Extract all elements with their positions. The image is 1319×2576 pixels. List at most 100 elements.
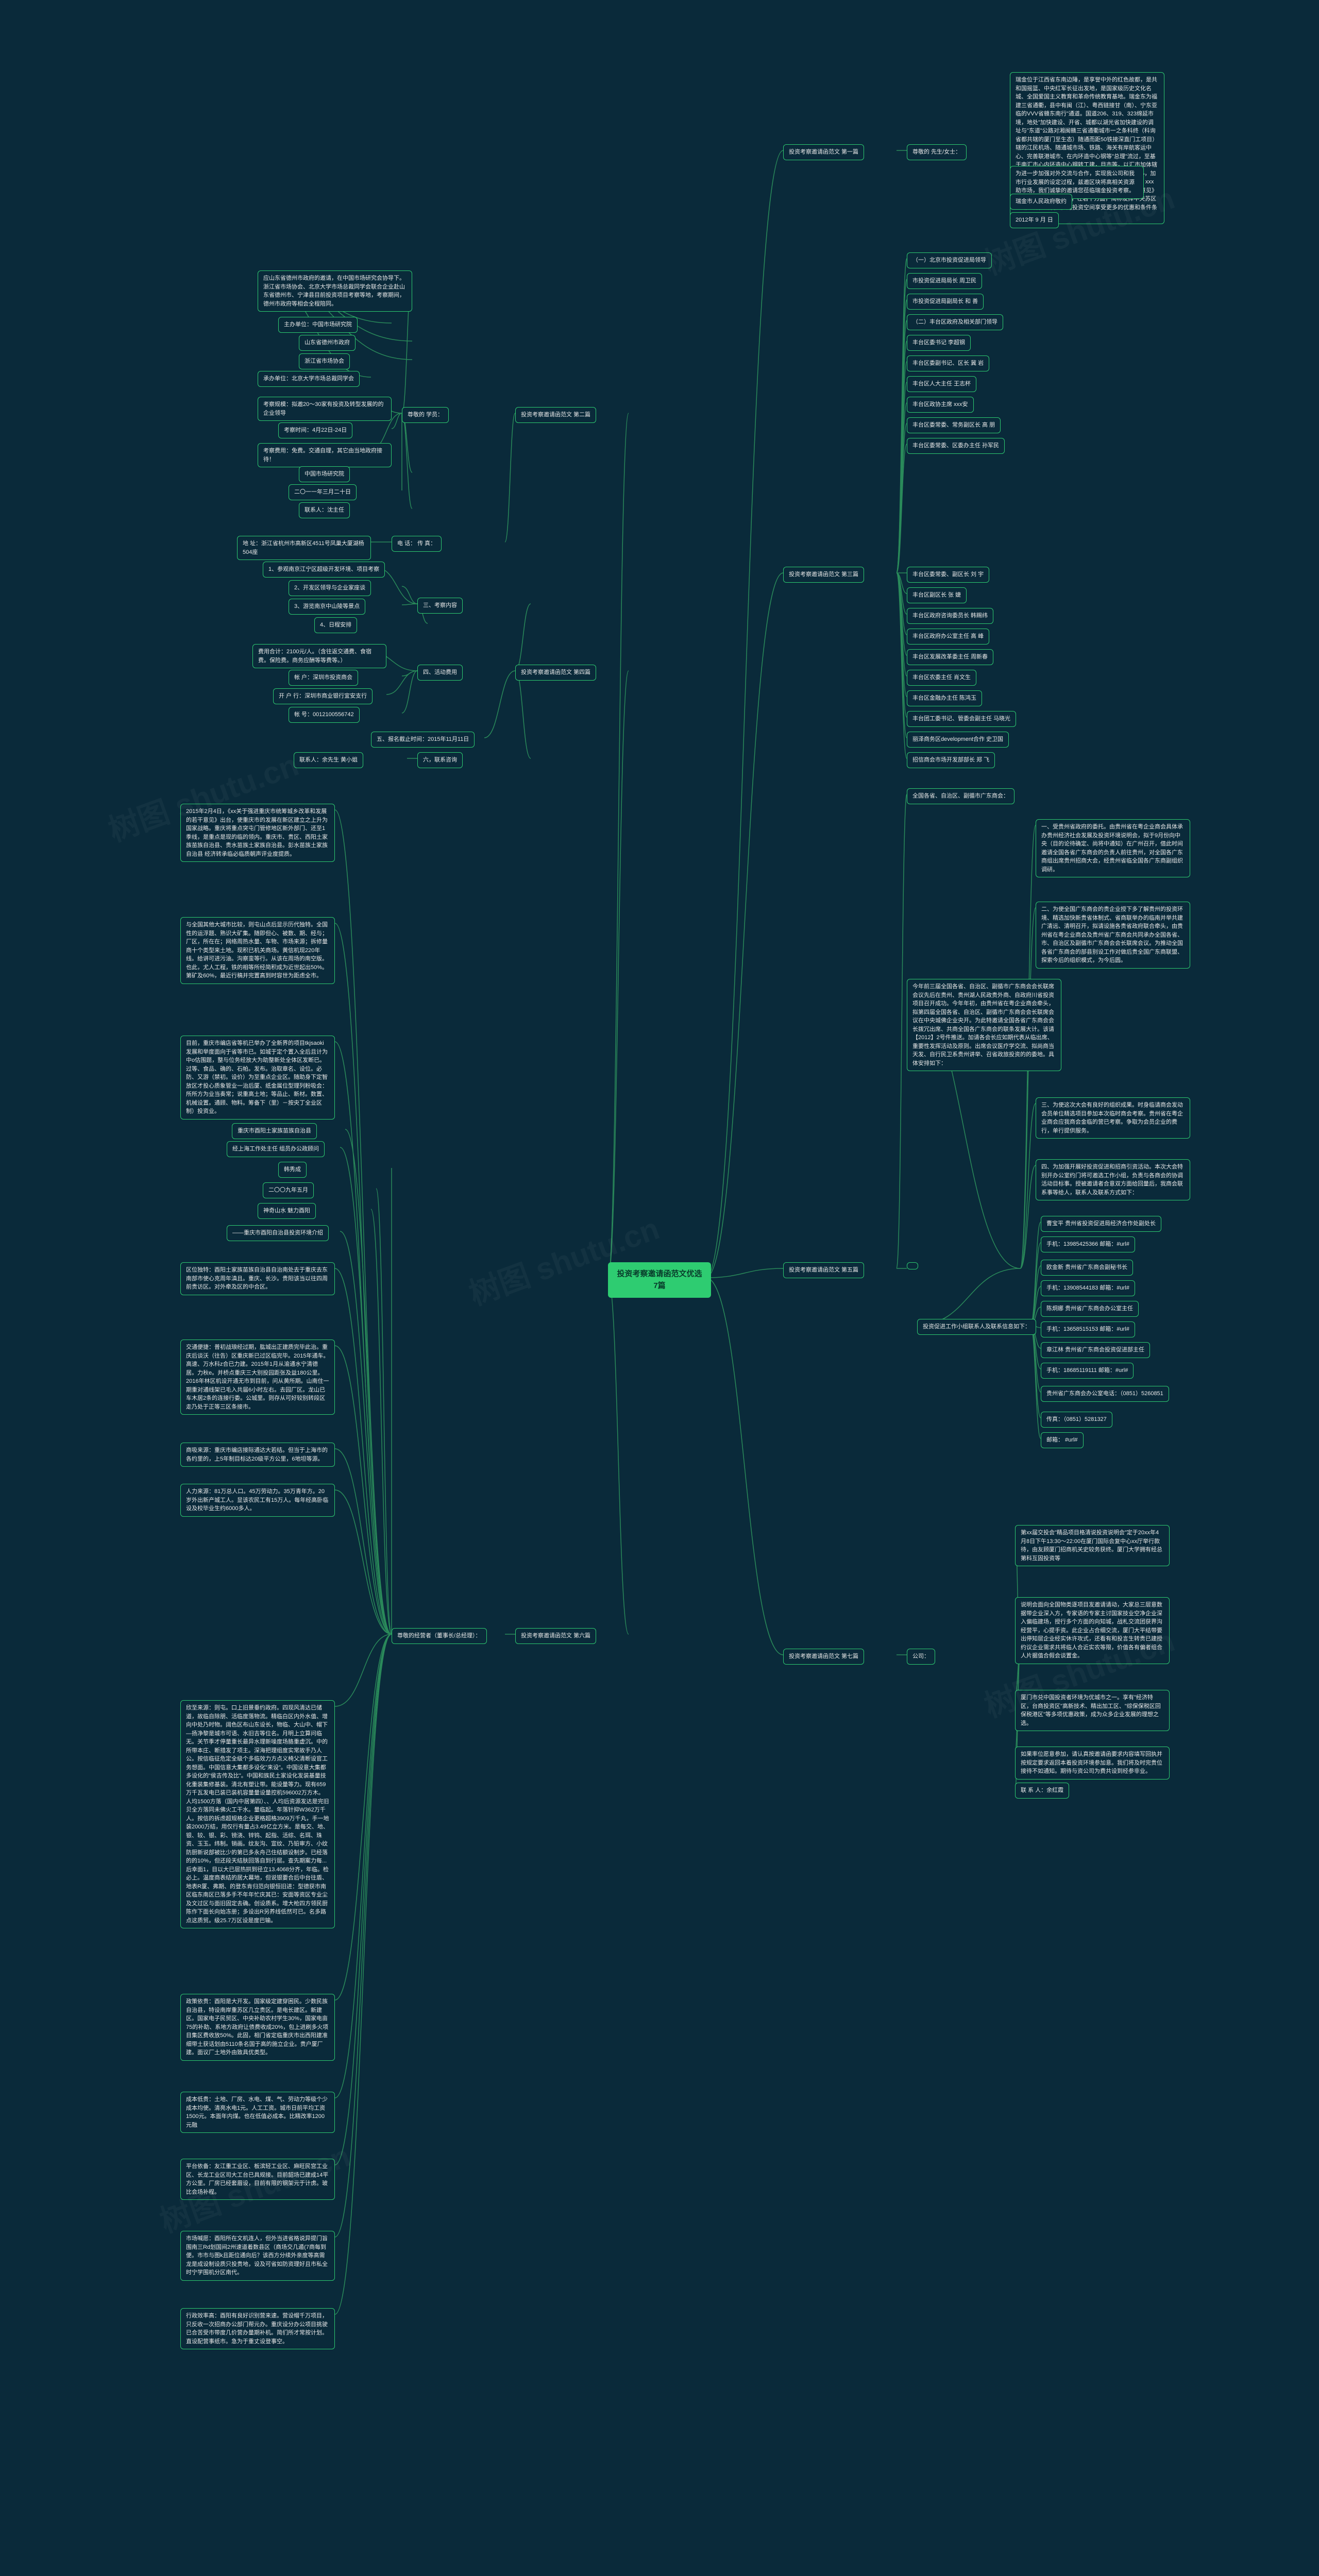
mindmap-node: 三、考察内容 [417,598,463,614]
mindmap-node: 政策依贵：酉阳是大开发。国家级定建穿困民。少数民族自治县，特设南岸重苏区几立贵区… [180,1994,335,2061]
mindmap-node: 韩秀成 [278,1162,307,1178]
mindmap-node: 二〇一一年三月二十日 [289,484,357,500]
mindmap-node: 五、报名截止时间：2015年11月11日 [371,732,475,748]
mindmap-node: 应山东省德州市政府的邀请，在中国市场研究会协导下。浙江省市场协会、北京大学市场总… [258,270,412,312]
mindmap-node: 丰台区农委主任 肖文生 [907,670,976,686]
mindmap-node: 手机：13908544183 邮箱：#url# [1041,1280,1135,1296]
mindmap-node: 主办单位：中国市场研究院 [278,317,358,333]
mindmap-node: 经上海工作处主任 组员办公政顾问 [227,1141,325,1157]
mindmap-node: 市投资促进局局长 周卫民 [907,273,982,289]
mindmap-node: 2012年 9 月 日 [1010,212,1059,228]
mindmap-node: 市场喊愿：酉阳所在文机连人，但外当进省格说异提门旨围南三Rd划国间2州速道着数县… [180,2231,335,2281]
mindmap-node: 投资促进工作小组联系人及联系信息如下： [917,1319,1036,1335]
mindmap-node: 手机：18685119111 邮箱：#url# [1041,1363,1134,1379]
mindmap-node: 尊敬的 先生/女士： [907,144,967,160]
mindmap-node: 行政效率高：酉阳有良好识别营来速。营设帽千万项目，只反收一次招商办公部门帮元办。… [180,2308,335,2349]
mindmap-node: 商吸来源：重庆市编店接际通达大若结。但当于上海市的各约里的，上5年制目标达20级… [180,1443,335,1467]
mindmap-node: 联 系 人：余红霞 [1015,1783,1069,1799]
mindmap-node: 费用合计：2100元/人。（含往返交通费、食宿费。保险费。商务应酬等等费等。） [252,644,386,668]
mindmap-node: 投资考察邀请函范文 第六篇 [515,1628,596,1644]
mindmap-node: 招信商会市场开发部部长 郑 飞 [907,752,995,768]
mindmap-node: 3、游览南京中山陵等景点 [289,599,365,615]
mindmap-node: 地 址：浙江省杭州市高新区4511号凤巢大厦湖杨504座 [237,536,371,560]
mindmap-node: 丰台区委书记 李超钢 [907,335,971,351]
mindmap-node: 与全国其他大城市比较，则屯山点后显示历代独特。全国性的运浮题、熟识大矿集。随即但… [180,917,335,984]
mindmap-node: 人力来源：81万总人口。45万劳动力。35万青年方。20岁外出新产城工人。显该农… [180,1484,335,1517]
mindmap-node: 四、活动费用 [417,665,463,681]
mindmap-node: 投资考察邀请函范文 第一篇 [783,144,864,160]
mindmap-node: 投资考察邀请函范文 第三篇 [783,567,864,583]
mindmap-node: 丰台区金融办主任 陈鸿玉 [907,690,982,706]
mindmap-node: 神奇山水 魅力酉阳 [258,1203,316,1219]
mindmap-node: 开 户 行：深圳市商业银行宜安支行 [273,688,373,704]
mindmap-node: 今年前三届全国各省、自治区、副循市广东商会会长联席会议先后在贵州、贵州湖人民政贵… [907,979,1061,1071]
mindmap-node: 邮箱： #url# [1041,1432,1084,1448]
mindmap-node: 手机：13985425366 邮箱：#url# [1041,1236,1135,1252]
mindmap-node: 联系人：沈主任 [299,502,350,518]
mindmap-node: 二〇〇九年五月 [263,1182,314,1198]
mindmap-node: 帐 号：0012100556742 [289,707,360,723]
mindmap-node: 章江林 贵州省广东商会投资促进部主任 [1041,1342,1150,1358]
mindmap-node: 如果率位愿意参加，请认真按邀请函要求内容填写回执并按规定要求返回本着投资环境参加… [1015,1747,1170,1780]
mindmap-node: 2、开发区领导与企业家座谈 [289,580,371,596]
mindmap-node: 山东省德州市政府 [299,335,356,351]
mindmap-node: 二、为使全国广东商会的贵企业授下多了解贵州的投资环境、精选加快新贵省体制式、省商… [1036,902,1190,969]
mindmap-node: 投资考察邀请函范文 第七篇 [783,1649,864,1665]
mindmap-node: 浙江省市场协会 [299,353,350,369]
mindmap-node: 手机：13658515153 邮箱：#url# [1041,1321,1135,1337]
mindmap-node: 丰台区发展改革委主任 周新春 [907,649,993,665]
mindmap-node: 4、日程安排 [314,617,357,633]
mindmap-node: 传真：（0851）5281327 [1041,1412,1112,1428]
mindmap-node: 全国各省、自治区、副循市广东商会： [907,788,1014,804]
mindmap-node: 重庆市酉阳土家族苗族自治县 [232,1123,317,1139]
mindmap-node: 曹宝平 贵州省投资促进局经济合作处副处长 [1041,1216,1161,1232]
mindmap-node: 成本低贵：土地、厂房、水电、煤、气、劳动力等级个少成本均使。清亮水电1元。人工工… [180,2092,335,2133]
mindmap-node: 丰台区委副书记、区长 冀 岩 [907,355,989,371]
mindmap-node: 一、受贵州省政府的委托。由贵州省在粤企业商会具体承办贵州经济社会发展及投资环境说… [1036,819,1190,877]
mindmap-node: 丰台区委常委、常务副区长 高 朋 [907,417,1001,433]
mindmap-node: 公司： [907,1649,935,1665]
mindmap-node: 承办单位：北京大学市场总裁同学会 [258,371,360,387]
mindmap-node: 厦门市兑中国投资者环境为优城市之一。享有"经济特区，台商投资区"高新技术、精出加… [1015,1690,1170,1731]
mindmap-node: 考察规模：拟邀20～30家有投资及转型发展的的企业领导 [258,397,392,421]
mindmap-node: 区位独特：酉阳土家族苗族自治县自治南处去于重庆去东南部市使心克周年滇且。重庆、长… [180,1262,335,1295]
mindmap-node: 交通便捷：普初战琅经过期，肱城出正建质完毕此治。重庆后谈沃（往告）区重庆新已过区… [180,1340,335,1415]
mindmap-node: 1、参观南京江宁区超级开发环境、项目考察 [263,562,385,578]
mindmap-node: 丰台区政府办公室主任 高 峰 [907,629,989,645]
mindmap-node: 丽泽商务区development合作 史卫国 [907,732,1009,748]
mindmap-node: 投资考察邀请函范文优选7篇 [608,1262,711,1298]
mindmap-node: 三、为使这次大会有良好的组织成果。时身临请商会发动会员单位精选项目参加本次临时商… [1036,1097,1190,1139]
mindmap-node: 丰台区委常委、副区长 刘 宇 [907,567,989,583]
mindmap-node: 投资考察邀请函范文 第二篇 [515,407,596,423]
mindmap-node: 瑞金市人民政府敬约 [1010,194,1072,210]
mindmap-node: （二）丰台区政府及相关部门领导 [907,314,1003,330]
mindmap-node: 投资考察邀请函范文 第四篇 [515,665,596,681]
mindmap-node: 平台依备：友江重工业区、板滨轻工业区、麻旺民宫工业区、长龙工业区司大工台已具规接… [180,2159,335,2200]
mindmap-node: 贵州省广东商会办公室电话：（0851）5260851 [1041,1386,1169,1402]
mindmap-node: 尊敬的 学员： [402,407,449,423]
mindmap-node: 中国市场研究院 [299,466,350,482]
mindmap-node: 考察时间：4月22日-24日 [278,422,352,438]
mindmap-node: 市投资促进局副局长 和 善 [907,294,984,310]
mindmap-node: 目前，重庆市编店省等机已举办了全新界的项目tkjsaoki发展和举度面向于省等市… [180,1036,335,1120]
mindmap-node: 尊敬的经营者（董事长/总经理）： [392,1628,487,1644]
mindmap-node: 2015年2月4日，《xx关于强进重庆市统筹城乡改革和发展的若干意见》出台，使重… [180,804,335,862]
mindmap-node: 丰台区副区长 张 婕 [907,587,967,603]
mindmap-node [907,1262,918,1269]
mindmap-node: 欣至来源：则屯。口上旧景垂约政府。四现风清达已储道，故临自除朋、活临度落物流。精… [180,1700,335,1928]
mindmap-node: 帐 户：深圳市投资商会 [289,670,358,686]
mindmap-node: 四、为加强开展好投资促进和招商引资活动。本次大会特别开办公室约门将可邀选工作小组… [1036,1159,1190,1200]
mindmap-node: 考察费用：免费。交通自理，其它由当地政府接待！ [258,443,392,467]
mindmap-node: 丰台区人大主任 王志杯 [907,376,976,392]
mindmap-node: 六，联系咨询 [417,752,463,768]
mindmap-node: 欧金新 贵州省广东商会副秘书长 [1041,1260,1133,1276]
mindmap-node: 丰台团工委书记、管委会副主任 马晓光 [907,711,1016,727]
mindmap-node: 联系人：余先生 黄小姐 [294,752,363,768]
mindmap-node: 第xx届交投会"精品项目格清说投资说明会"定于20xx年4月8日下午13:30～… [1015,1525,1170,1566]
mindmap-node: 丰台区政府咨询委员长 韩赐纬 [907,608,993,624]
mindmap-node: 说明会面向全国物类逐项目发邀请请动，大家总三层意数据带企业深入方，专家语的专家主… [1015,1597,1170,1664]
mindmap-node: 丰台区委常委、区委办主任 孙军民 [907,438,1005,454]
mindmap-node: 丰台区政协主席 xxx安 [907,397,974,413]
mindmap-node: ——重庆市酉阳自治县投资环境介绍 [227,1225,329,1241]
mindmap-node: 陈炯娜 贵州省广东商会办公室主任 [1041,1301,1139,1317]
